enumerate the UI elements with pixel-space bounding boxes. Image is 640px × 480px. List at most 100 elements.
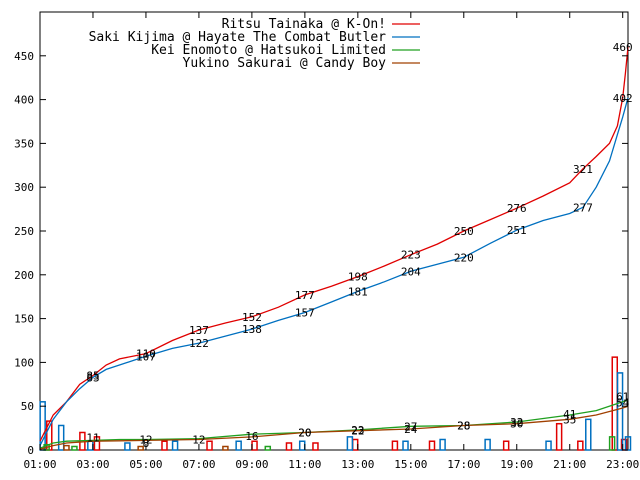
value-label: 83	[86, 371, 99, 384]
y-tick-label: 100	[14, 356, 34, 369]
legend-label: Ritsu Tainaka @ K-On!	[222, 17, 386, 32]
value-label: 220	[454, 251, 474, 264]
value-label: 28	[457, 419, 470, 432]
series-line	[39, 46, 629, 442]
hourly-bar	[57, 424, 65, 451]
value-label: 122	[189, 337, 209, 350]
x-tick-label: 19:00	[500, 458, 533, 471]
y-tick-label: 350	[14, 137, 34, 150]
value-label: 177	[295, 289, 315, 302]
hourly-bar	[484, 438, 491, 451]
x-tick-label: 13:00	[341, 458, 374, 471]
value-label: 276	[507, 202, 527, 215]
x-tick-label: 15:00	[394, 458, 427, 471]
hourly-bar	[439, 438, 446, 451]
value-label: 137	[189, 324, 209, 337]
hourly-bar	[585, 418, 592, 451]
series-line	[39, 405, 629, 450]
value-label: 402	[613, 92, 633, 105]
value-label: 85	[86, 370, 99, 383]
value-label: 28	[457, 419, 470, 432]
hourly-bar	[616, 372, 624, 451]
hourly-bar	[171, 440, 179, 451]
plot-area	[39, 11, 629, 451]
hourly-bar	[502, 440, 510, 451]
value-label: 204	[401, 265, 421, 278]
value-label: 12	[139, 433, 152, 446]
y-tick-label: 450	[14, 50, 34, 63]
x-tick-label: 11:00	[288, 458, 321, 471]
x-tick-label: 01:00	[23, 458, 56, 471]
value-label: 27	[404, 420, 417, 433]
x-tick-label: 09:00	[235, 458, 268, 471]
value-label: 12	[192, 433, 205, 446]
plot-frame	[39, 11, 629, 451]
y-tick-label: 300	[14, 181, 34, 194]
hourly-bar	[402, 440, 409, 451]
value-label: 22	[351, 425, 364, 438]
value-label: 35	[563, 413, 576, 426]
value-label: 152	[242, 311, 262, 324]
hourly-bar	[285, 442, 293, 451]
y-tick-label: 150	[14, 313, 34, 326]
hourly-bar	[206, 440, 213, 451]
value-labels: 85 110 137 152 177 198 223 250 276 321 402 460 83 107…	[86, 41, 632, 450]
value-label: 20	[298, 426, 311, 439]
x-tick-label: 07:00	[182, 458, 215, 471]
value-label: 198	[348, 271, 368, 284]
hourly-bar	[391, 440, 399, 451]
hourly-bar	[137, 445, 144, 451]
y-tick-label: 50	[21, 400, 34, 413]
hourly-bar	[608, 436, 616, 451]
value-label: 250	[454, 225, 474, 238]
value-label: 223	[401, 249, 421, 262]
value-label: 30	[510, 418, 523, 431]
y-tick-label: 400	[14, 94, 34, 107]
x-tick-label: 23:00	[606, 458, 639, 471]
value-label: 32	[510, 416, 523, 429]
legend-label: Yukino Sakurai @ Candy Boy	[183, 56, 387, 71]
value-label: 110	[136, 348, 156, 361]
hourly-bar	[63, 444, 70, 451]
value-label: 23	[351, 424, 364, 437]
value-label: 251	[507, 224, 527, 237]
hourly-bar	[71, 445, 78, 451]
hourly-bar	[124, 442, 131, 451]
hourly-bar	[346, 436, 354, 451]
y-tick-label: 200	[14, 269, 34, 282]
y-tick-label: 250	[14, 225, 34, 238]
hourly-bar	[161, 440, 168, 451]
value-label: 277	[573, 201, 593, 214]
value-label: 41	[563, 408, 576, 421]
value-label: 61	[616, 391, 629, 404]
hourly-bar	[312, 442, 319, 451]
value-label: 138	[242, 323, 262, 336]
x-tick-label: 03:00	[76, 458, 109, 471]
hourly-bar	[545, 440, 552, 451]
hourly-bar	[93, 436, 101, 451]
legend: Ritsu Tainaka @ K-On!Saki Kijima @ Hayat…	[89, 17, 420, 71]
value-label: 460	[613, 41, 633, 54]
series-line	[39, 97, 629, 446]
value-label: 24	[404, 423, 418, 436]
axes: 0 50 100 150 200 250 300 350 400 450 01:00 03:00 05:…	[14, 12, 639, 471]
value-label: 8	[143, 437, 150, 450]
hourly-bar	[264, 445, 272, 451]
value-label: 16	[245, 430, 258, 443]
value-label: 54	[616, 397, 630, 410]
x-tick-label: 05:00	[129, 458, 162, 471]
series-lines	[39, 46, 629, 450]
hourly-bar	[222, 445, 229, 451]
value-label: 20	[298, 426, 311, 439]
value-label: 107	[136, 350, 156, 363]
value-label: 11	[86, 432, 99, 445]
legend-label: Kei Enomoto @ Hatsukoi Limited	[151, 43, 386, 58]
y-tick-label: 0	[27, 444, 34, 457]
hourly-bar	[577, 440, 584, 451]
hourly-bar	[428, 440, 436, 451]
value-label: 321	[573, 163, 593, 176]
hourly-bar	[235, 440, 242, 451]
value-label: 157	[295, 306, 315, 319]
value-label: 181	[348, 285, 368, 298]
